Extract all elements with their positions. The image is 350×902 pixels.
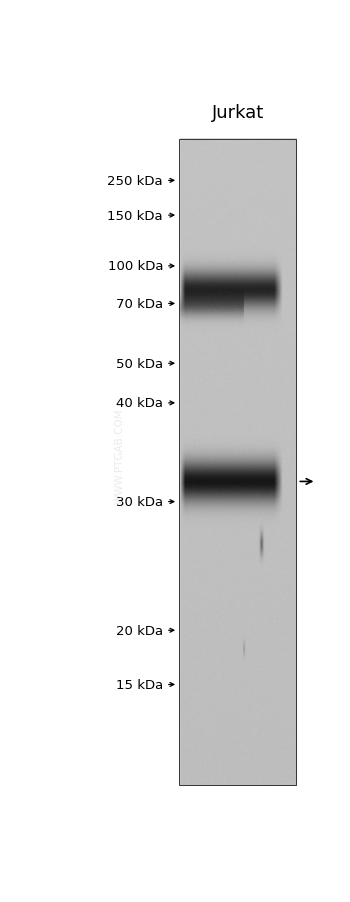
Text: 100 kDa: 100 kDa (107, 260, 174, 273)
Text: 40 kDa: 40 kDa (116, 397, 174, 410)
Text: 20 kDa: 20 kDa (116, 624, 174, 637)
Text: 15 kDa: 15 kDa (116, 678, 174, 691)
Text: 150 kDa: 150 kDa (107, 209, 174, 223)
Text: Jurkat: Jurkat (211, 104, 264, 122)
Text: 50 kDa: 50 kDa (116, 357, 174, 371)
Text: 70 kDa: 70 kDa (116, 298, 174, 310)
Bar (179, 140, 296, 786)
Text: 250 kDa: 250 kDa (107, 175, 174, 188)
Text: WWW.PTGAB.COM: WWW.PTGAB.COM (115, 408, 125, 503)
Text: 30 kDa: 30 kDa (116, 495, 174, 509)
